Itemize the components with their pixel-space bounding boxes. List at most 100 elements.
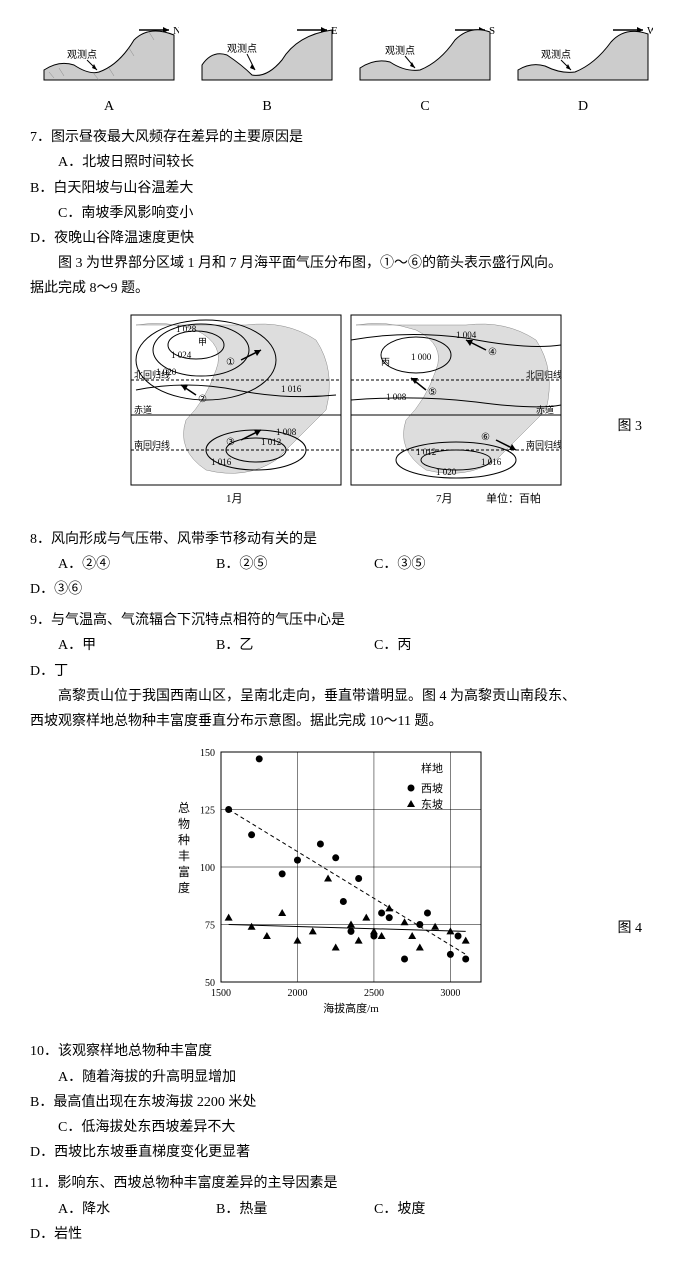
svg-text:赤道: 赤道: [134, 404, 152, 415]
svg-text:1 000: 1 000: [411, 352, 432, 362]
q9-opt-c: C．丙: [374, 633, 532, 658]
question-10: 10．该观察样地总物种丰富度 A．随着海拔的升高明显增加 B．最高值出现在东坡海…: [30, 1039, 662, 1165]
svg-text:总: 总: [178, 801, 190, 815]
svg-text:2000: 2000: [287, 988, 307, 999]
intro-89-line1: 图 3 为世界部分区域 1 月和 7 月海平面气压分布图，①～⑥的箭头表示盛行风…: [30, 251, 662, 276]
diagram-a: N 观测点 A: [39, 20, 179, 119]
q11-stem: 11．影响东、西坡总物种丰富度差异的主导因素是: [30, 1171, 662, 1196]
svg-text:②: ②: [198, 394, 207, 405]
svg-text:100: 100: [200, 863, 215, 874]
figure-4: 50751001251501500200025003000总物种丰富度海拔高度/…: [30, 742, 662, 1031]
q8-opt-b: B．②⑤: [216, 552, 374, 577]
terrain-svg-d: W 观测点: [513, 20, 653, 90]
svg-text:1 008: 1 008: [386, 392, 407, 402]
svg-text:南回归线: 南回归线: [134, 439, 170, 450]
svg-text:1 016: 1 016: [211, 457, 232, 467]
terrain-diagram-row: N 观测点 A E 观测点 B S: [30, 20, 662, 119]
svg-text:丰: 丰: [178, 849, 190, 863]
figure-3: 1 028 甲 1 024 1 020 1 016 1 016 1 012 1 …: [30, 310, 662, 519]
svg-text:东坡: 东坡: [421, 798, 443, 811]
svg-text:1500: 1500: [211, 988, 231, 999]
svg-text:丙: 丙: [381, 357, 390, 367]
svg-text:1月: 1月: [226, 493, 243, 505]
svg-text:物: 物: [178, 817, 190, 831]
svg-text:1 020: 1 020: [436, 467, 457, 477]
intro-1011-line2: 西坡观察样地总物种丰富度垂直分布示意图。据此完成 10～11 题。: [30, 709, 662, 734]
q9-stem: 9．与气温高、气流辐合下沉特点相符的气压中心是: [30, 608, 662, 633]
q11-opt-d: D．岩性: [30, 1222, 188, 1247]
obs-label: 观测点: [227, 42, 257, 55]
q8-stem: 8．风向形成与气压带、风带季节移动有关的是: [30, 527, 662, 552]
svg-text:150: 150: [200, 748, 215, 759]
svg-text:1 016: 1 016: [281, 384, 302, 394]
svg-text:1 016: 1 016: [481, 457, 502, 467]
svg-text:75: 75: [205, 921, 215, 932]
q10-opt-d: D．西坡比东坡垂直梯度变化更显著: [30, 1140, 346, 1165]
q10-opt-c: C．低海拔处东西坡差异不大: [30, 1115, 374, 1140]
obs-label: 观测点: [67, 48, 97, 61]
diagram-letter: C: [355, 94, 495, 119]
svg-text:赤道: 赤道: [536, 404, 554, 415]
terrain-svg-c: S 观测点: [355, 20, 495, 90]
q10-stem: 10．该观察样地总物种丰富度: [30, 1039, 662, 1064]
diagram-b: E 观测点 B: [197, 20, 337, 119]
terrain-svg-a: N 观测点: [39, 20, 179, 90]
fig4-label: 图 4: [618, 916, 643, 941]
q7-opt-c: C．南坡季风影响变小: [30, 201, 374, 226]
svg-text:北回归线: 北回归线: [526, 369, 562, 380]
svg-text:甲: 甲: [198, 337, 207, 347]
question-11: 11．影响东、西坡总物种丰富度差异的主导因素是 A．降水 B．热量 C．坡度 D…: [30, 1171, 662, 1247]
q7-opt-a: A．北坡日照时间较长: [30, 150, 374, 175]
svg-text:2500: 2500: [364, 988, 384, 999]
q7-stem: 7．图示昼夜最大风频存在差异的主要原因是: [30, 125, 662, 150]
diagram-letter: A: [39, 94, 179, 119]
svg-text:1 008: 1 008: [276, 427, 297, 437]
obs-label: 观测点: [385, 44, 415, 57]
q10-opt-b: B．最高值出现在东坡海拔 2200 米处: [30, 1090, 346, 1115]
diagram-c: S 观测点 C: [355, 20, 495, 119]
svg-text:1 012: 1 012: [261, 437, 281, 447]
q11-opt-b: B．热量: [216, 1197, 374, 1222]
svg-text:西坡: 西坡: [421, 782, 443, 795]
svg-text:3000: 3000: [440, 988, 460, 999]
svg-text:⑥: ⑥: [481, 432, 490, 443]
question-8: 8．风向形成与气压带、风带季节移动有关的是 A．②④ B．②⑤ C．③⑤ D．③…: [30, 527, 662, 603]
q8-opt-c: C．③⑤: [374, 552, 532, 577]
fig3-svg: 1 028 甲 1 024 1 020 1 016 1 016 1 012 1 …: [126, 310, 566, 510]
svg-text:③: ③: [226, 437, 235, 448]
svg-text:1 024: 1 024: [171, 350, 192, 360]
q11-opt-c: C．坡度: [374, 1197, 532, 1222]
svg-text:海拔高度/m: 海拔高度/m: [323, 1001, 379, 1015]
q7-opt-b: B．白天阳坡与山谷温差大: [30, 176, 346, 201]
diagram-d: W 观测点 D: [513, 20, 653, 119]
fig4-svg: 50751001251501500200025003000总物种丰富度海拔高度/…: [166, 742, 526, 1022]
intro-89-line2: 据此完成 8～9 题。: [30, 276, 662, 301]
question-9: 9．与气温高、气流辐合下沉特点相符的气压中心是 A．甲 B．乙 C．丙 D．丁: [30, 608, 662, 684]
terrain-svg-b: E 观测点: [197, 20, 337, 90]
q8-opt-d: D．③⑥: [30, 577, 188, 602]
svg-text:样地: 样地: [421, 761, 443, 775]
svg-text:南回归线: 南回归线: [526, 439, 562, 450]
svg-text:1 012: 1 012: [416, 447, 436, 457]
q9-opt-d: D．丁: [30, 659, 188, 684]
q9-opt-a: A．甲: [30, 633, 216, 658]
obs-label: 观测点: [541, 48, 571, 61]
q11-opt-a: A．降水: [30, 1197, 216, 1222]
diagram-letter: D: [513, 94, 653, 119]
svg-text:1 004: 1 004: [456, 330, 477, 340]
svg-text:7月: 7月: [436, 493, 453, 505]
svg-text:④: ④: [488, 347, 497, 358]
q8-opt-a: A．②④: [30, 552, 216, 577]
diagram-letter: B: [197, 94, 337, 119]
svg-text:北回归线: 北回归线: [134, 369, 170, 380]
svg-text:单位：百帕: 单位：百帕: [486, 491, 541, 505]
svg-text:125: 125: [200, 806, 215, 817]
intro-1011-line1: 高黎贡山位于我国西南山区，呈南北走向，垂直带谱明显。图 4 为高黎贡山南段东、: [30, 684, 662, 709]
svg-text:1 028: 1 028: [176, 324, 197, 334]
svg-text:⑤: ⑤: [428, 387, 437, 398]
svg-text:度: 度: [178, 880, 190, 895]
q9-opt-b: B．乙: [216, 633, 374, 658]
q10-opt-a: A．随着海拔的升高明显增加: [30, 1065, 374, 1090]
svg-text:种: 种: [178, 833, 190, 847]
question-7: 7．图示昼夜最大风频存在差异的主要原因是 A．北坡日照时间较长 B．白天阳坡与山…: [30, 125, 662, 251]
